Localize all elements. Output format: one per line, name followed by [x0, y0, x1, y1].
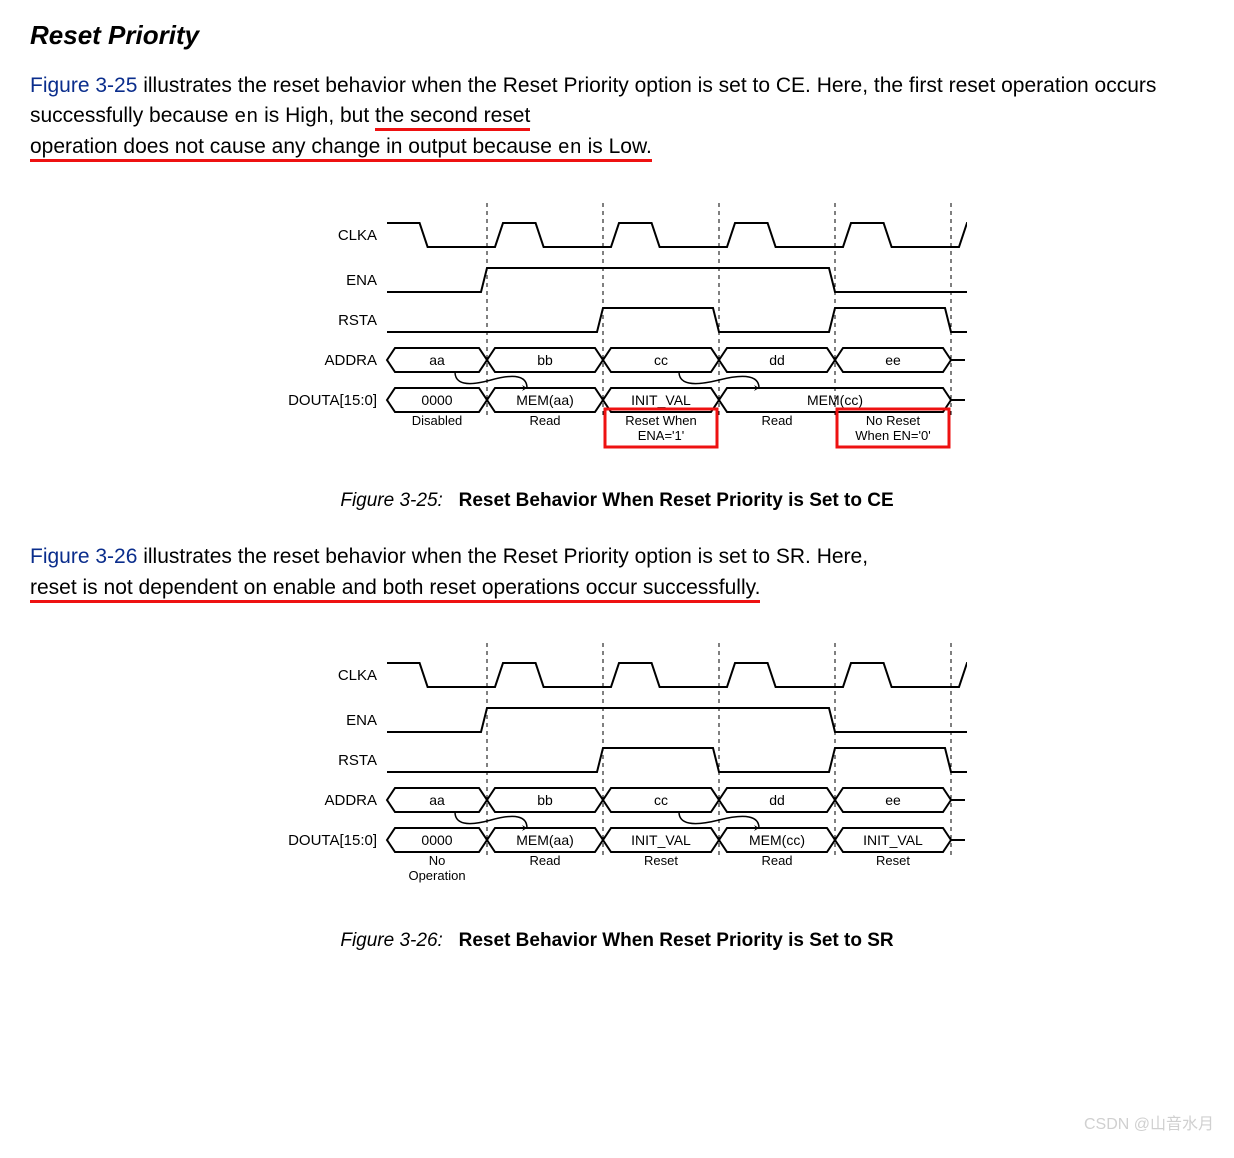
svg-text:MEM(cc): MEM(cc): [807, 392, 863, 408]
svg-text:dd: dd: [769, 352, 785, 368]
svg-text:bb: bb: [537, 792, 553, 808]
code-text: en: [234, 106, 258, 129]
watermark: CSDN @山音水月: [1084, 1110, 1214, 1134]
svg-text:bb: bb: [537, 352, 553, 368]
svg-text:DOUTA[15:0]: DOUTA[15:0]: [288, 392, 377, 409]
text: illustrates the reset behavior when the …: [137, 545, 868, 568]
caption-number: Figure 3-26:: [340, 930, 442, 951]
highlight-text: reset is not dependent on enable and bot…: [30, 576, 760, 603]
svg-text:No Reset: No Reset: [866, 413, 921, 428]
svg-text:RSTA: RSTA: [338, 752, 377, 769]
figure-ref-link[interactable]: Figure 3-25: [30, 74, 137, 97]
svg-text:ENA: ENA: [346, 712, 377, 729]
svg-text:aa: aa: [429, 352, 445, 368]
svg-text:CLKA: CLKA: [338, 227, 377, 244]
svg-text:ee: ee: [885, 792, 901, 808]
section-title: Reset Priority: [30, 20, 1204, 51]
figure-3-26-diagram: CLKA ENA RSTA ADDRA DOUTA[15:0] aa bb cc dd ee 000…: [30, 633, 1204, 918]
svg-text:cc: cc: [654, 352, 668, 368]
svg-text:Reset When: Reset When: [625, 413, 697, 428]
svg-text:ENA: ENA: [346, 272, 377, 289]
svg-text:Read: Read: [529, 413, 560, 428]
svg-text:0000: 0000: [421, 832, 452, 848]
highlight-text: operation does not cause any change in o…: [30, 135, 652, 162]
svg-text:INIT_VAL: INIT_VAL: [631, 832, 691, 848]
svg-text:Operation: Operation: [408, 868, 465, 883]
svg-text:When EN='0': When EN='0': [855, 428, 930, 443]
svg-text:Reset: Reset: [644, 853, 678, 868]
svg-text:dd: dd: [769, 792, 785, 808]
figure-ref-link[interactable]: Figure 3-26: [30, 545, 137, 568]
highlight-text: the second reset: [375, 104, 530, 131]
text: illustrates the reset behavior when the …: [30, 74, 1156, 127]
svg-text:CLKA: CLKA: [338, 667, 377, 684]
svg-text:MEM(cc): MEM(cc): [749, 832, 805, 848]
figure-3-26-caption: Figure 3-26: Reset Behavior When Reset P…: [30, 930, 1204, 952]
svg-text:Read: Read: [761, 853, 792, 868]
svg-text:ENA='1': ENA='1': [638, 428, 685, 443]
caption-title: Reset Behavior When Reset Priority is Se…: [459, 930, 894, 951]
svg-text:ADDRA: ADDRA: [324, 352, 377, 369]
caption-title: Reset Behavior When Reset Priority is Se…: [459, 490, 894, 511]
svg-text:Disabled: Disabled: [412, 413, 463, 428]
paragraph-2: Figure 3-26 illustrates the reset behavi…: [30, 542, 1204, 603]
svg-text:No: No: [429, 853, 446, 868]
svg-text:MEM(aa): MEM(aa): [516, 392, 574, 408]
svg-text:Reset: Reset: [876, 853, 910, 868]
svg-text:MEM(aa): MEM(aa): [516, 832, 574, 848]
svg-text:ADDRA: ADDRA: [324, 792, 377, 809]
text: is High, but: [258, 104, 375, 127]
figure-3-25-diagram: CLKA ENA RSTA ADDRA DOUTA[15:0] aa bb cc dd ee 000…: [30, 193, 1204, 478]
svg-text:ee: ee: [885, 352, 901, 368]
svg-text:INIT_VAL: INIT_VAL: [863, 832, 923, 848]
caption-number: Figure 3-25:: [340, 490, 442, 511]
svg-text:INIT_VAL: INIT_VAL: [631, 392, 691, 408]
svg-text:0000: 0000: [421, 392, 452, 408]
svg-text:aa: aa: [429, 792, 445, 808]
paragraph-1: Figure 3-25 illustrates the reset behavi…: [30, 71, 1204, 163]
svg-text:Read: Read: [761, 413, 792, 428]
svg-text:DOUTA[15:0]: DOUTA[15:0]: [288, 832, 377, 849]
svg-text:RSTA: RSTA: [338, 312, 377, 329]
svg-text:cc: cc: [654, 792, 668, 808]
figure-3-25-caption: Figure 3-25: Reset Behavior When Reset P…: [30, 490, 1204, 512]
svg-text:Read: Read: [529, 853, 560, 868]
